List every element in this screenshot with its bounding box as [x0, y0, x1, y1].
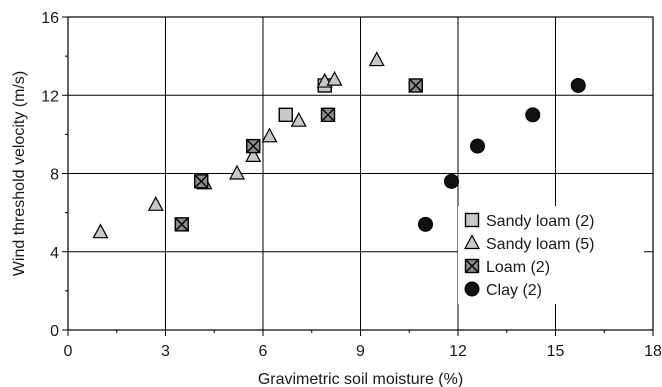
data-point-series-1 — [326, 70, 343, 86]
marker-cross — [465, 259, 479, 273]
data-point-series-2 — [408, 78, 423, 93]
data-point-series-1 — [290, 111, 307, 127]
data-point-series-3 — [525, 107, 541, 123]
data-point-series-1 — [228, 164, 246, 180]
y-axis-label: Wind threshold velocity (m/s) — [11, 71, 28, 276]
x-tick-label: 12 — [449, 343, 467, 360]
data-point-series-3 — [570, 77, 586, 93]
y-tick-label: 8 — [50, 167, 59, 184]
data-point-series-2 — [246, 138, 261, 154]
legend-label-0: Sandy loam (2) — [486, 213, 595, 230]
x-axis-label: Gravimetric soil moisture (%) — [258, 371, 463, 387]
data-point-series-0 — [278, 107, 293, 123]
legend-label-1: Sandy loam (5) — [486, 236, 595, 253]
data-point-series-2 — [174, 217, 189, 232]
data-point-series-3 — [470, 138, 485, 154]
marker-cross — [246, 139, 261, 154]
grid — [68, 17, 653, 330]
data-point-series-1 — [261, 127, 278, 143]
marker-cross — [194, 174, 209, 189]
legend: Sandy loam (2) Sandy loam (5) Loam (2) Clay… — [458, 206, 644, 304]
marker-cross — [174, 217, 189, 232]
data-point-series-2 — [194, 174, 209, 189]
y-tick-label: 4 — [50, 245, 59, 262]
legend-background — [458, 206, 644, 304]
x-tick-label: 9 — [356, 343, 365, 360]
data-point-series-1 — [92, 223, 109, 239]
legend-label-2: Loam (2) — [486, 259, 550, 276]
legend-marker-2 — [464, 258, 480, 274]
data-point-series-3 — [444, 173, 459, 189]
y-tick-label: 16 — [41, 10, 59, 27]
data-point-series-3 — [418, 216, 433, 232]
legend-marker-1 — [463, 234, 481, 250]
data-point-series-2 — [320, 107, 336, 123]
data-points — [92, 51, 586, 239]
x-tick-label: 0 — [64, 343, 73, 360]
data-point-series-1 — [368, 51, 385, 67]
y-tick-label: 12 — [41, 88, 59, 105]
legend-label-3: Clay (2) — [486, 282, 542, 299]
legend-marker-0 — [464, 212, 480, 228]
legend-marker-3 — [464, 281, 480, 297]
x-tick-label: 15 — [547, 343, 565, 360]
y-tick-label: 0 — [50, 323, 59, 340]
marker-cross — [321, 107, 335, 122]
data-point-series-1 — [245, 147, 262, 162]
data-point-series-1 — [147, 196, 164, 211]
x-tick-label: 3 — [161, 343, 170, 360]
axis-ticks: 0 3 6 9 12 15 18 0 4 8 12 16 — [41, 10, 662, 360]
x-tick-label: 6 — [259, 343, 268, 360]
x-tick-label: 18 — [644, 343, 662, 360]
marker-cross — [408, 78, 423, 93]
